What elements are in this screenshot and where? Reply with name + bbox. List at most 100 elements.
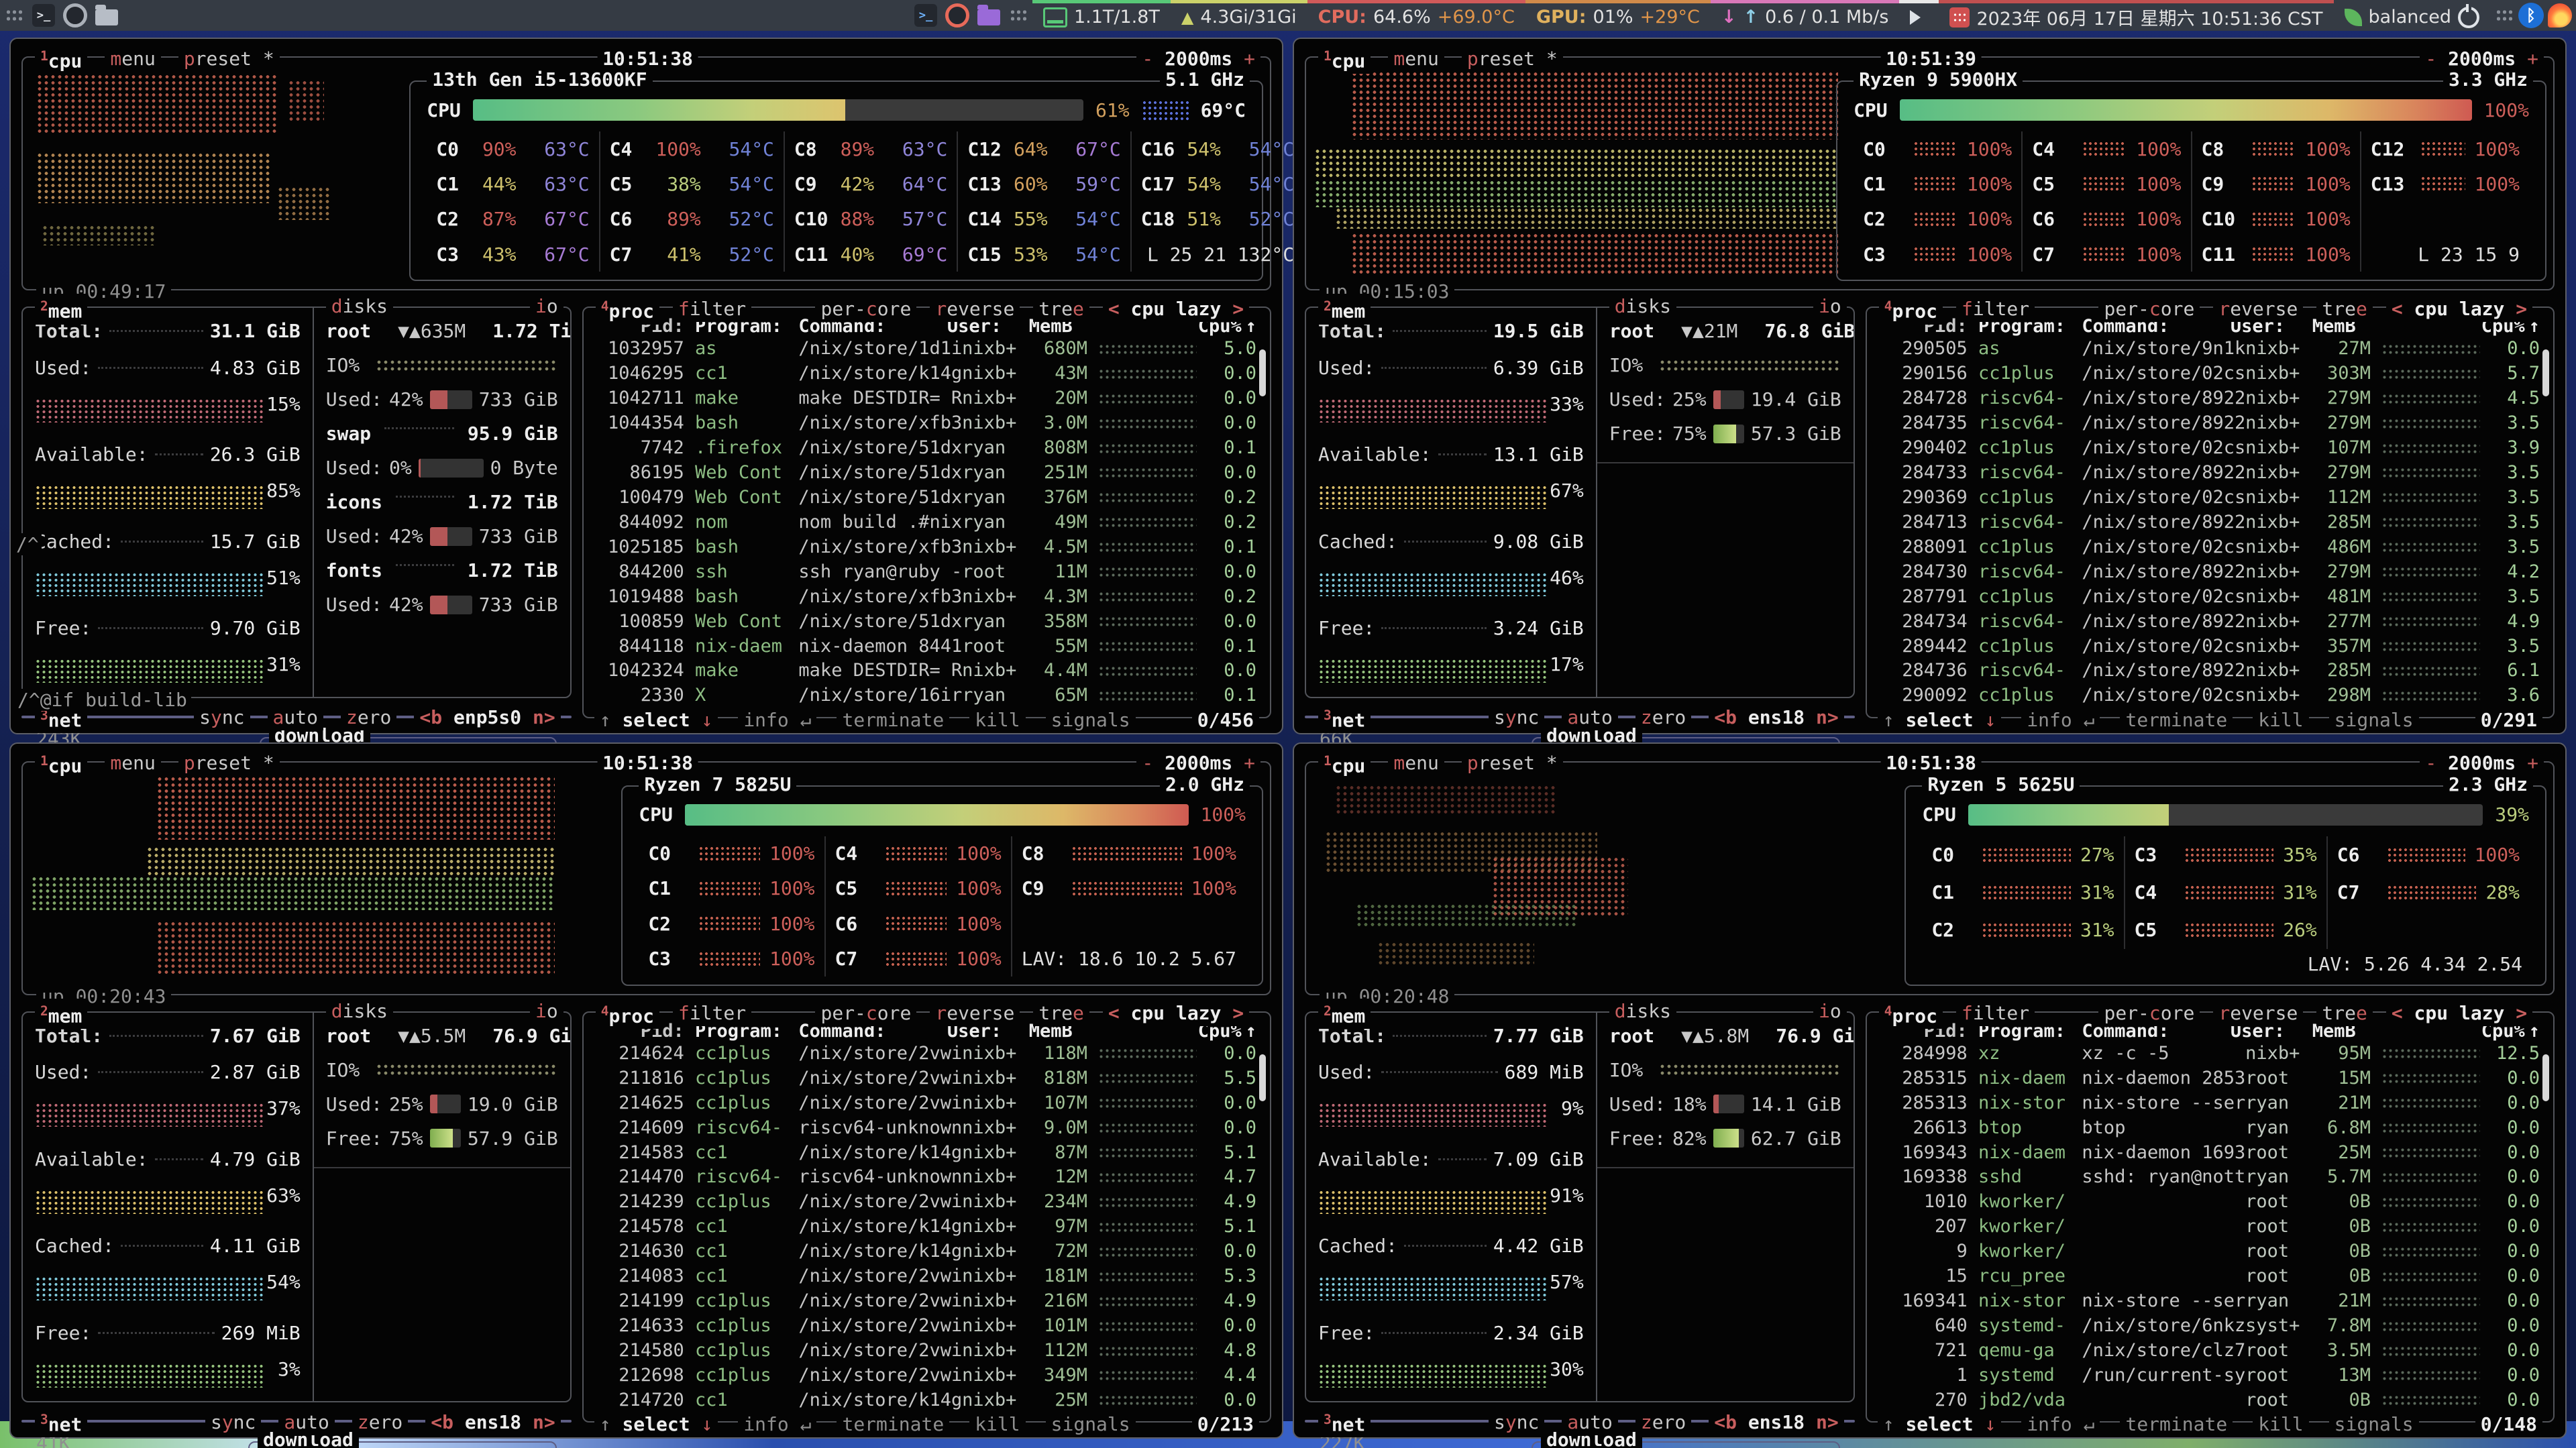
process-row[interactable]: 284735 riscv64- /nix/store/89225k9x nixb… [1880, 412, 2540, 433]
process-row[interactable]: 285315 nix-daem nix-daemon 285313 root 1… [1880, 1068, 2540, 1089]
power-profile-segment[interactable]: balanced [2334, 0, 2490, 31]
process-row[interactable]: 290156 cc1plus /nix/store/02cs0d7s nixb+… [1880, 363, 2540, 384]
process-row[interactable]: 290402 cc1plus /nix/store/02cs0d7s nixb+… [1880, 437, 2540, 458]
process-row[interactable]: 284998 xz xz -c -5 nixb+ 95M 12.5 [1880, 1043, 2540, 1064]
gpu-usage-segment[interactable]: GPU: 01% +29°C [1525, 0, 1711, 31]
flame-icon[interactable] [2548, 3, 2572, 27]
filter-button[interactable]: filter [672, 1001, 752, 1027]
process-row[interactable]: 1032957 as /nix/store/1d1iak5n nixb+ 680… [597, 338, 1256, 359]
disk-section-header[interactable]: root ▼▲635M 1.72 TiB [326, 320, 570, 342]
proc-scrollbar[interactable] [2542, 1054, 2549, 1101]
info-button[interactable]: info ↵ [738, 708, 817, 731]
record-icon[interactable] [945, 3, 969, 27]
terminal-window-bottom-right[interactable]: 1cpu menu preset * 10:51:38 - 2000ms + R… [1293, 742, 2567, 1448]
process-row[interactable]: 214633 cc1plus /nix/store/2vwipws2 nixb+… [597, 1315, 1256, 1336]
proc-scrollbar[interactable] [1259, 349, 1266, 397]
taskbar-grip-icon[interactable] [1009, 9, 1027, 22]
mem-box-tab[interactable]: 2mem [1318, 998, 1371, 1029]
process-row[interactable]: 1019488 bash /nix/store/xfb3ykw9 nixb+ 4… [597, 586, 1256, 607]
menu-button[interactable]: menu [1388, 750, 1444, 777]
process-row[interactable]: 214578 cc1 /nix/store/k14gjkxn nixb+ 97M… [597, 1216, 1256, 1237]
process-row[interactable]: 1010 kworker/ root 0B 0.0 [1880, 1191, 2540, 1212]
preset-button[interactable]: preset * [1461, 750, 1563, 777]
signals-button[interactable]: signals [1045, 1413, 1136, 1435]
preset-button[interactable]: preset * [178, 750, 280, 777]
per-core-toggle[interactable]: per-core [2098, 296, 2200, 322]
taskbar-grip-icon[interactable] [2496, 9, 2513, 22]
terminate-button[interactable]: terminate [2120, 708, 2233, 731]
process-row[interactable]: 289442 cc1plus /nix/store/02cs0d7s nixb+… [1880, 636, 2540, 657]
per-core-toggle[interactable]: per-core [815, 296, 917, 322]
process-row[interactable]: 288091 cc1plus /nix/store/02cs0d7s nixb+… [1880, 537, 2540, 557]
network-rate-segment[interactable]: ↓ ↑ 0.6 / 0.1 Mb/s [1710, 0, 1900, 31]
net-box-tab[interactable]: 3net [1318, 1407, 1371, 1438]
process-row[interactable]: 287791 cc1plus /nix/store/02cs0d7s nixb+… [1880, 586, 2540, 607]
net-zero-button[interactable]: zero [1635, 1409, 1692, 1435]
net-interface-switcher[interactable]: <b ens18 n> [1709, 1409, 1844, 1435]
disk-section-header[interactable]: root ▼▲21M 76.8 GiB [1609, 320, 1854, 342]
proc-box-tab[interactable]: 4proc [1878, 998, 1943, 1029]
disk-usage-segment[interactable]: 1.1T/1.8T [1032, 0, 1171, 31]
terminal-window-top-right[interactable]: 1cpu menu preset * 10:51:39 - 2000ms + R… [1293, 38, 2567, 800]
process-row[interactable]: 844200 ssh ssh ryan@ruby -x -i root 11M … [597, 561, 1256, 582]
process-row[interactable]: 214624 cc1plus /nix/store/2vwipws2 nixb+… [597, 1043, 1256, 1064]
refresh-increase-button[interactable]: + [2527, 752, 2538, 775]
disk-section-header[interactable]: root ▼▲5.5M 76.9 GiB [326, 1025, 570, 1047]
process-row[interactable]: 214625 cc1plus /nix/store/2vwipws2 nixb+… [597, 1093, 1256, 1113]
net-sync-button[interactable]: sync [1488, 1409, 1545, 1435]
folder-icon[interactable] [95, 5, 118, 25]
mem-box-tab[interactable]: 2mem [35, 294, 88, 325]
disk-section-header[interactable]: swap 95.9 GiB [326, 423, 558, 445]
process-row[interactable]: 284730 riscv64- /nix/store/89225k9x nixb… [1880, 561, 2540, 582]
refresh-increase-button[interactable]: + [2527, 47, 2538, 70]
info-button[interactable]: info ↵ [2021, 708, 2100, 731]
clock-segment[interactable]: 2023年 06月 17日 星期六 10:51:36 CST [1939, 0, 2334, 31]
io-toggle-button[interactable]: io [1819, 295, 1841, 318]
signals-button[interactable]: signals [2328, 708, 2419, 731]
kill-button[interactable]: kill [2253, 708, 2309, 731]
process-row[interactable]: 169343 nix-daem nix-daemon 169341 root 2… [1880, 1142, 2540, 1163]
process-row[interactable]: 290369 cc1plus /nix/store/02cs0d7s nixb+… [1880, 487, 2540, 508]
process-row[interactable]: 169338 sshd sshd: ryan@notty ryan 5.7M 0… [1880, 1166, 2540, 1187]
process-row[interactable]: 214630 cc1 /nix/store/k14gjkxn nixb+ 72M… [597, 1241, 1256, 1262]
net-sync-button[interactable]: sync [1488, 705, 1545, 731]
process-row[interactable]: 214083 cc1 /nix/store/2vwipws2 nixb+ 181… [597, 1266, 1256, 1286]
net-auto-button[interactable]: auto [267, 705, 323, 731]
proc-box-tab[interactable]: 4proc [1878, 294, 1943, 325]
tree-toggle[interactable]: tree [1033, 1001, 1089, 1027]
sort-selector[interactable]: < cpu lazy > [1102, 296, 1250, 322]
cpu-box-tab[interactable]: 1cpu [1318, 748, 1371, 779]
menu-button[interactable]: menu [105, 750, 161, 777]
process-row[interactable]: 211816 cc1plus /nix/store/2vwipws2 nixb+… [597, 1068, 1256, 1089]
refresh-decrease-button[interactable]: - [1142, 47, 1154, 70]
kill-button[interactable]: kill [969, 708, 1026, 731]
disk-section-header[interactable]: icons 1.72 TiB [326, 491, 558, 513]
process-row[interactable]: 290092 cc1plus /nix/store/02cs0d7s nixb+… [1880, 685, 2540, 706]
cpu-box-tab[interactable]: 1cpu [35, 44, 88, 74]
net-auto-button[interactable]: auto [278, 1409, 335, 1435]
filter-button[interactable]: filter [672, 296, 752, 322]
kill-button[interactable]: kill [969, 1413, 1026, 1435]
process-row[interactable]: 7742 .firefox /nix/store/51dxgra3 ryan 8… [597, 437, 1256, 458]
per-core-toggle[interactable]: per-core [2098, 1001, 2200, 1027]
per-core-toggle[interactable]: per-core [815, 1001, 917, 1027]
io-toggle-button[interactable]: io [535, 999, 558, 1022]
process-row[interactable]: 1 systemd /run/current-system root 13M 0… [1880, 1365, 2540, 1386]
process-row[interactable]: 15 rcu_pree root 0B 0.0 [1880, 1266, 2540, 1286]
cpu-box-tab[interactable]: 1cpu [35, 748, 88, 779]
net-auto-button[interactable]: auto [1562, 705, 1618, 731]
process-row[interactable]: 844118 nix-daem nix-daemon 844104 root 5… [597, 636, 1256, 657]
process-row[interactable]: 86195 Web Cont /nix/store/51dxgra3 ryan … [597, 462, 1256, 483]
process-row[interactable]: 721 qemu-ga /nix/store/clz7ryz5 root 3.5… [1880, 1340, 2540, 1361]
process-row[interactable]: 214580 cc1plus /nix/store/2vwipws2 nixb+… [597, 1340, 1256, 1361]
net-sync-button[interactable]: sync [194, 705, 250, 731]
cpu-box-tab[interactable]: 1cpu [1318, 44, 1371, 74]
info-button[interactable]: info ↵ [2021, 1413, 2100, 1435]
process-row[interactable]: 1042711 make make DESTDIR= RPATH nixb+ 2… [597, 388, 1256, 408]
process-row[interactable]: 270 jbd2/vda root 0B 0.0 [1880, 1390, 2540, 1410]
process-row[interactable]: 284713 riscv64- /nix/store/89225k9x nixb… [1880, 512, 2540, 533]
net-zero-button[interactable]: zero [1635, 705, 1692, 731]
reverse-toggle[interactable]: reverse [930, 296, 1020, 322]
terminal-icon[interactable]: >_ [32, 4, 55, 27]
process-row[interactable]: 1044354 bash /nix/store/xfb3ykw9 nixb+ 3… [597, 412, 1256, 433]
